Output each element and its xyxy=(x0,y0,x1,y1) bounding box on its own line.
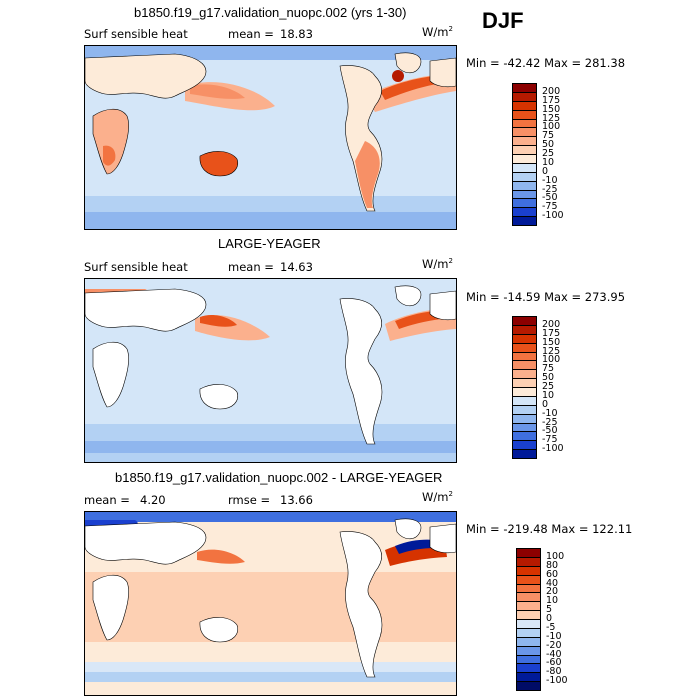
colorbar-label: 5 xyxy=(546,604,553,616)
panel1-map xyxy=(84,45,457,230)
colorbar-label: 200 xyxy=(542,318,561,330)
colorbar-label: 10 xyxy=(542,389,555,401)
panel3-rmse-value: 13.66 xyxy=(280,493,313,507)
colorbar-swatch xyxy=(512,216,537,226)
panel3-mean-label: mean = xyxy=(84,493,130,507)
colorbar-label: -50 xyxy=(542,192,558,204)
colorbar-label: 125 xyxy=(542,112,561,124)
panel1-mean-value: 18.83 xyxy=(280,27,313,41)
colorbar-label: -80 xyxy=(546,666,562,678)
panel2-colorbar: 200 175 150 125 100 75 50 25 10 0 -10 -25 -50 -75 -100 xyxy=(512,316,572,459)
panel2-variable: Surf sensible heat xyxy=(84,260,188,274)
colorbar-label: -60 xyxy=(546,657,562,669)
colorbar-label: 75 xyxy=(542,130,555,142)
colorbar-label: 75 xyxy=(542,363,555,375)
colorbar-label: 25 xyxy=(542,148,555,159)
colorbar-label: 100 xyxy=(542,121,561,133)
colorbar-label: 175 xyxy=(542,94,561,106)
colorbar-label: 150 xyxy=(542,103,561,115)
panel3-rmse-label: rmse = xyxy=(228,493,271,507)
colorbar-label: -5 xyxy=(546,621,556,633)
colorbar-label: 80 xyxy=(546,559,559,571)
colorbar-label: 200 xyxy=(542,85,561,97)
colorbar-label: 50 xyxy=(542,139,555,151)
colorbar-label: 20 xyxy=(546,586,559,598)
panel1-colorbar: 200 175 150 125 100 75 50 25 10 0 -10 -25 -50 -75 -100 xyxy=(512,83,572,226)
panel2-mean-label: mean = xyxy=(228,260,274,274)
colorbar-label: 25 xyxy=(542,381,555,392)
colorbar-label: -75 xyxy=(542,434,558,446)
colorbar-label: 40 xyxy=(546,577,559,589)
panel3-mean-value: 4.20 xyxy=(140,493,166,507)
colorbar-label: 0 xyxy=(542,398,549,410)
colorbar-label: 150 xyxy=(542,336,561,348)
colorbar-label: -100 xyxy=(542,443,564,455)
panel3-minmax: Min = -219.48 Max = 122.11 xyxy=(466,522,633,536)
colorbar-label: -100 xyxy=(542,210,564,222)
panel3-title: b1850.f19_g17.validation_nuopc.002 - LAR… xyxy=(115,470,443,485)
colorbar-label: 10 xyxy=(542,156,555,168)
panel1-title: b1850.f19_g17.validation_nuopc.002 (yrs … xyxy=(134,5,407,20)
colorbar-label: -50 xyxy=(542,425,558,437)
colorbar-label: -10 xyxy=(546,630,562,642)
colorbar-label: 0 xyxy=(542,165,549,177)
colorbar-label: 125 xyxy=(542,345,561,357)
panel2-map xyxy=(84,278,457,463)
panel3-units: W/m2 xyxy=(422,490,453,504)
panel2-mean-value: 14.63 xyxy=(280,260,313,274)
colorbar-label: -40 xyxy=(546,648,562,660)
colorbar-label: 60 xyxy=(546,568,559,580)
panel2-units: W/m2 xyxy=(422,257,453,271)
colorbar-label: -25 xyxy=(542,183,558,195)
panel2-title: LARGE-YEAGER xyxy=(218,236,321,251)
colorbar-label: -100 xyxy=(546,675,568,687)
panel2-minmax: Min = -14.59 Max = 273.95 xyxy=(466,290,626,304)
colorbar-label: 100 xyxy=(546,550,565,562)
panel3-map xyxy=(84,511,457,696)
colorbar-label: 100 xyxy=(542,354,561,366)
panel1-units: W/m2 xyxy=(422,25,453,39)
panel1-variable: Surf sensible heat xyxy=(84,27,188,41)
colorbar-label: 0 xyxy=(546,613,553,624)
colorbar-label: 175 xyxy=(542,327,561,339)
colorbar-swatch xyxy=(516,681,541,691)
season-label: DJF xyxy=(482,8,524,33)
colorbar-swatch xyxy=(512,449,537,459)
panel1-mean-label: mean = xyxy=(228,27,274,41)
colorbar-label: -75 xyxy=(542,201,558,213)
colorbar-label: 50 xyxy=(542,372,555,384)
colorbar-label: 10 xyxy=(546,595,559,607)
panel1-minmax: Min = -42.42 Max = 281.38 xyxy=(466,56,626,70)
colorbar-label: -25 xyxy=(542,416,558,428)
colorbar-label: -10 xyxy=(542,174,558,186)
colorbar-label: -20 xyxy=(546,639,562,651)
colorbar-label: -10 xyxy=(542,407,558,419)
panel3-colorbar: 100 80 60 40 20 10 5 0 -5 -10 -20 -40 -60 -80 -100 xyxy=(516,548,576,691)
